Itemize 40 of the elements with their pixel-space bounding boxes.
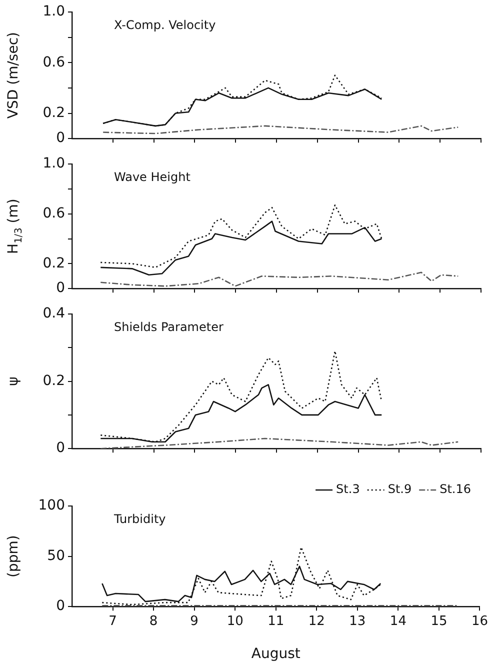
x-axis-title: August [251, 646, 301, 662]
y-tick-label: 0 [56, 130, 65, 146]
line-series [100, 272, 459, 287]
text: Wave Height [114, 170, 191, 184]
x-tick-label: 11 [268, 614, 284, 629]
y-tick-label: 0.4 [42, 306, 66, 322]
y-tick-label: 1.0 [42, 156, 65, 172]
legend-label: St.3 [336, 482, 360, 496]
y-axis-title: VSD (m/sec) [6, 32, 22, 119]
y-axis-title: ψ [6, 376, 22, 386]
y-tick-label: 0 [56, 598, 65, 614]
y-tick-label: 0.6 [42, 205, 66, 222]
y-tick-label: 0 [56, 440, 65, 456]
y-tick-label: 50 [47, 548, 65, 564]
text: X-Comp. Velocity [114, 18, 216, 32]
line-series [100, 350, 382, 443]
y-tick-label: 0 [56, 280, 65, 296]
y-axis-title: (ppm) [6, 535, 22, 578]
y-tick-label: 100 [38, 498, 65, 514]
x-tick-label: 13 [349, 614, 366, 629]
text: Turbidity [113, 512, 166, 526]
y-tick-label: 0.2 [42, 372, 65, 389]
x-tick-label: 8 [149, 614, 158, 629]
x-tick-label: 14 [390, 614, 406, 629]
legend-label: St.9 [388, 482, 412, 496]
x-tick-label: 16 [471, 614, 488, 629]
y-tick-label: 0.2 [42, 255, 65, 272]
line-series [102, 125, 459, 134]
y-tick-label: 1.0 [42, 4, 65, 20]
x-tick-label: 9 [190, 614, 198, 629]
x-tick-label: 7 [108, 614, 117, 629]
x-tick-label: 15 [430, 614, 448, 629]
text: Shields Parameter [114, 320, 224, 334]
y-tick-label: 0.2 [42, 104, 65, 121]
y-axis-title: H1/3 (m) [6, 198, 24, 254]
line-series [100, 438, 459, 449]
y-tick-label: 0.6 [42, 54, 66, 70]
x-tick-label: 12 [308, 614, 325, 629]
x-tick-label: 10 [226, 614, 244, 629]
legend-label: St.16 [440, 482, 471, 496]
